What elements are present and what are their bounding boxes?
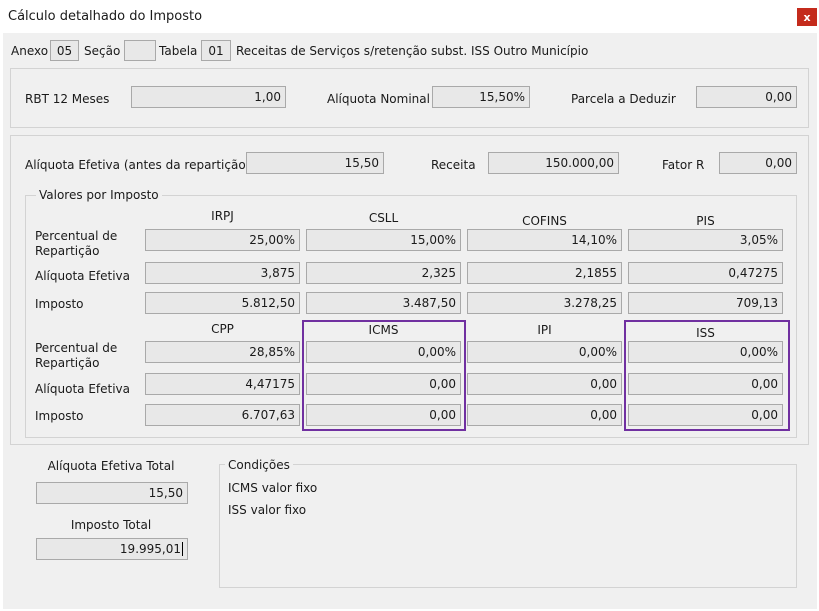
irpj-header: IRPJ [211,209,234,223]
condicao-item: ICMS valor fixo [228,481,318,495]
aliquota-efetiva-label: Alíquota Efetiva (antes da repartição) [25,158,251,172]
ipi-percentual-field[interactable]: 0,00% [467,341,622,363]
condicoes-legend: Condições [225,458,293,472]
imposto-total-field[interactable]: 19.995,01 [36,538,188,560]
ipi-header: IPI [537,323,552,337]
irpj-percentual-field[interactable]: 25,00% [145,229,300,251]
imposto-total-value: 19.995,01 [119,542,181,556]
iss-imposto-field[interactable]: 0,00 [628,404,783,426]
percentual-label-bottom-1: Percentual de [35,341,118,355]
cpp-imposto-field[interactable]: 6.707,63 [145,404,300,426]
csll-percentual-field[interactable]: 15,00% [306,229,461,251]
iss-aliquota-field[interactable]: 0,00 [628,373,783,395]
cpp-aliquota-field[interactable]: 4,47175 [145,373,300,395]
aliquota-label-top: Alíquota Efetiva [35,269,130,283]
cofins-imposto-field[interactable]: 3.278,25 [467,292,622,314]
main-panel [10,135,809,445]
anexo-field[interactable]: 05 [50,40,79,61]
irpj-aliquota-field[interactable]: 3,875 [145,262,300,284]
condicao-item: ISS valor fixo [228,503,307,517]
anexo-label: Anexo [11,44,49,58]
pis-header: PIS [696,214,715,228]
iss-highlight-box [624,320,790,431]
aliquota-efetiva-field[interactable]: 15,50 [246,152,384,174]
ipi-aliquota-field[interactable]: 0,00 [467,373,622,395]
rbt-field[interactable]: 1,00 [131,86,286,108]
aliquota-total-field[interactable]: 15,50 [36,482,188,504]
valores-legend: Valores por Imposto [36,188,162,202]
aliquota-nominal-field[interactable]: 15,50% [432,86,530,108]
ipi-imposto-field[interactable]: 0,00 [467,404,622,426]
window-title: Cálculo detalhado do Imposto [8,9,203,24]
condicoes-group [219,464,797,588]
cofins-aliquota-field[interactable]: 2,1855 [467,262,622,284]
rbt-panel [10,68,809,128]
receita-label: Receita [431,158,476,172]
imposto-label-top: Imposto [35,297,84,311]
imposto-label-bottom: Imposto [35,409,84,423]
receita-field[interactable]: 150.000,00 [488,152,619,174]
csll-imposto-field[interactable]: 3.487,50 [306,292,461,314]
irpj-imposto-field[interactable]: 5.812,50 [145,292,300,314]
iss-percentual-field[interactable]: 0,00% [628,341,783,363]
title-bar [0,0,819,32]
secao-field[interactable] [124,40,156,61]
iss-header: ISS [696,326,715,340]
text-caret [182,542,183,556]
icms-header: ICMS [368,323,399,337]
cofins-header: COFINS [522,214,567,228]
parcela-deduzir-label: Parcela a Deduzir [571,92,676,106]
rbt-label: RBT 12 Meses [25,92,110,106]
close-icon: x [803,10,811,24]
imposto-total-label: Imposto Total [70,518,152,532]
aliquota-total-label: Alíquota Efetiva Total [47,459,175,473]
cofins-percentual-field[interactable]: 14,10% [467,229,622,251]
fator-r-label: Fator R [662,158,705,172]
percentual-label-bottom-2: Repartição [35,356,100,370]
tabela-field[interactable]: 01 [201,40,231,61]
aliquota-label-bottom: Alíquota Efetiva [35,382,130,396]
fator-r-field[interactable]: 0,00 [719,152,797,174]
pis-aliquota-field[interactable]: 0,47275 [628,262,783,284]
icms-percentual-field[interactable]: 0,00% [306,341,461,363]
icms-aliquota-field[interactable]: 0,00 [306,373,461,395]
tabela-description: Receitas de Serviços s/retenção subst. I… [236,44,589,58]
csll-header: CSLL [368,211,399,225]
percentual-label-top-2: Repartição [35,244,100,258]
icms-imposto-field[interactable]: 0,00 [306,404,461,426]
secao-label: Seção [84,44,121,58]
icms-highlight-box [302,320,466,431]
cpp-header: CPP [211,322,234,336]
aliquota-nominal-label: Alíquota Nominal [327,92,430,106]
parcela-deduzir-field[interactable]: 0,00 [696,86,797,108]
close-button[interactable]: x [797,8,817,26]
pis-percentual-field[interactable]: 3,05% [628,229,783,251]
csll-aliquota-field[interactable]: 2,325 [306,262,461,284]
valores-group [25,195,797,438]
percentual-label-top-1: Percentual de [35,229,118,243]
pis-imposto-field[interactable]: 709,13 [628,292,783,314]
tabela-label: Tabela [159,44,198,58]
cpp-percentual-field[interactable]: 28,85% [145,341,300,363]
